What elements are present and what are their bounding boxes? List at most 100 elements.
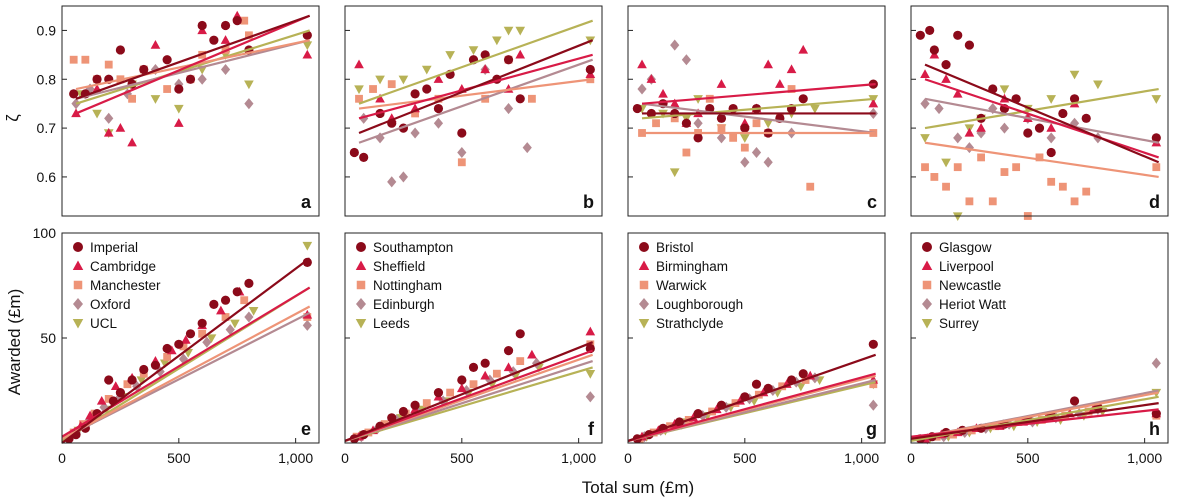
x-axis-label: Total sum (£m) <box>582 478 694 497</box>
data-point <box>941 74 951 83</box>
data-point <box>716 113 727 123</box>
data-point <box>81 55 90 64</box>
top-y-axis-label: ζ <box>3 114 22 122</box>
data-point <box>669 98 680 108</box>
data-point <box>503 362 514 372</box>
data-point <box>585 391 595 403</box>
data-point <box>740 143 749 152</box>
data-point <box>929 45 939 55</box>
legend-marker <box>922 280 932 290</box>
data-point <box>503 346 514 356</box>
data-point <box>988 197 997 206</box>
data-point <box>1069 94 1080 104</box>
fit-line <box>627 372 876 442</box>
data-point <box>717 124 726 133</box>
y-tick-label: 0.7 <box>37 120 57 136</box>
legend-label: Southampton <box>373 240 453 255</box>
data-point <box>69 55 78 64</box>
data-point <box>163 352 172 361</box>
data-point <box>693 117 703 129</box>
data-point <box>515 94 525 104</box>
data-point <box>398 171 409 183</box>
data-point <box>359 152 369 162</box>
legend-label: Oxford <box>90 297 131 312</box>
panel-h: 0 500 1,000 h Glasgow Liverpool Newcastle Herio… <box>907 232 1169 466</box>
data-point <box>1070 197 1079 206</box>
x-tick-label: 1,000 <box>278 450 313 466</box>
legend-label: Glasgow <box>939 240 992 255</box>
data-point <box>920 134 930 143</box>
data-point <box>244 31 253 40</box>
data-point <box>150 40 161 49</box>
data-point <box>244 80 254 90</box>
data-point <box>1084 407 1093 416</box>
data-point <box>941 158 951 168</box>
legend-label: Cambridge <box>90 259 156 274</box>
data-point <box>220 35 231 44</box>
data-point <box>433 117 444 129</box>
data-point <box>71 98 81 110</box>
data-point <box>752 119 761 128</box>
legend-label: Liverpool <box>939 259 994 274</box>
x-tick-label: 1,000 <box>561 450 596 466</box>
data-point <box>920 98 930 110</box>
data-point <box>92 109 102 119</box>
legend-marker <box>356 280 366 290</box>
legend-marker <box>356 242 366 252</box>
fit-line <box>924 141 1159 179</box>
data-point <box>585 326 596 336</box>
data-point <box>637 59 647 69</box>
data-point <box>159 359 170 369</box>
data-point <box>658 88 668 98</box>
data-point <box>763 156 773 168</box>
data-point <box>503 26 514 36</box>
data-point <box>763 59 774 69</box>
data-point <box>302 49 313 59</box>
x-tick-label: 1,000 <box>844 450 879 466</box>
data-point <box>925 25 935 36</box>
data-point <box>240 296 249 305</box>
data-point <box>716 79 727 88</box>
data-point <box>302 241 313 251</box>
fit-line <box>924 97 1159 144</box>
data-point <box>162 55 172 65</box>
y-tick-label: 0.8 <box>37 71 57 87</box>
data-point <box>220 63 231 76</box>
data-point <box>104 394 113 403</box>
data-point <box>693 133 703 143</box>
data-point <box>216 305 226 315</box>
data-point <box>220 20 231 31</box>
legend-label: Heriot Watt <box>939 297 1006 312</box>
fit-line <box>75 29 310 105</box>
data-point <box>206 334 217 344</box>
data-point <box>516 357 525 366</box>
data-point <box>209 35 219 45</box>
legend-marker <box>639 298 649 310</box>
y-tick-label: 50 <box>40 330 56 346</box>
panel-label: a <box>301 192 312 212</box>
data-point <box>949 430 957 439</box>
axes-frame <box>627 232 886 444</box>
data-point <box>1069 396 1080 406</box>
fit-line <box>61 305 311 440</box>
data-point <box>798 369 808 379</box>
data-point <box>173 118 184 127</box>
panel-label: d <box>1149 192 1160 212</box>
data-point <box>150 360 161 370</box>
data-point <box>163 85 172 93</box>
data-point <box>492 369 501 378</box>
data-point <box>729 133 738 142</box>
data-point <box>585 370 596 379</box>
fit-line <box>358 39 594 134</box>
fit-line <box>344 341 594 442</box>
data-point <box>976 127 986 139</box>
data-point <box>716 132 727 144</box>
data-point <box>669 168 680 178</box>
data-point <box>375 75 385 85</box>
data-point <box>810 104 820 114</box>
legend-label: Warwick <box>656 278 707 293</box>
y-tick-label: 0.9 <box>37 22 57 38</box>
data-point <box>150 95 161 104</box>
data-point <box>139 364 149 375</box>
